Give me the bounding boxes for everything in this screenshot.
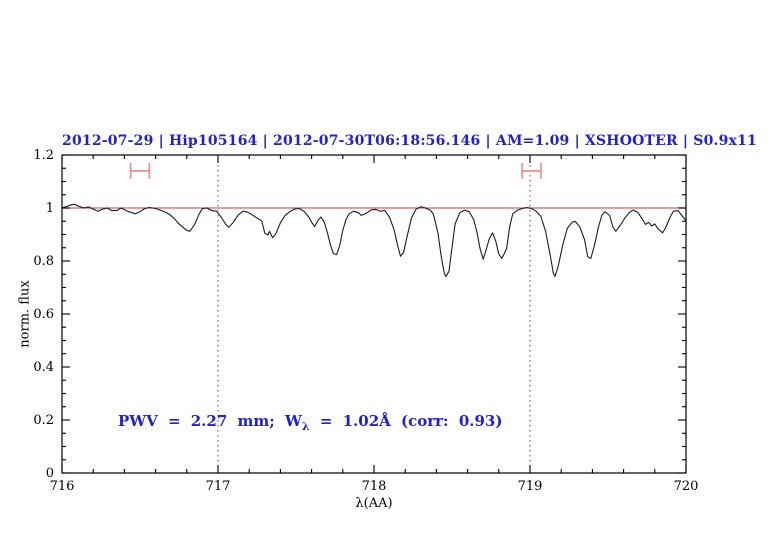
pwv-annotation-prefix: PWV = 2.27 mm; W (118, 412, 302, 430)
x-axis-tick-label: 716 (50, 479, 75, 494)
pwv-annotation-suffix: = 1.02Å (corr: 0.93) (309, 412, 503, 430)
y-axis-tick-label: 1 (46, 201, 54, 216)
y-axis-tick-label: 0 (46, 466, 54, 481)
x-axis-tick-label: 720 (674, 479, 699, 494)
spectrum-line (61, 203, 687, 277)
y-axis-tick-label: 0.2 (33, 413, 54, 428)
plot-title: 2012-07-29 | Hip105164 | 2012-07-30T06:1… (62, 133, 757, 149)
y-axis-tick-label: 0.6 (33, 307, 54, 322)
x-axis-tick-label: 717 (206, 479, 231, 494)
pwv-annotation: PWV = 2.27 mm; Wλ = 1.02Å (corr: 0.93) (118, 412, 502, 433)
x-axis-tick-label: 719 (518, 479, 543, 494)
y-axis-tick-label: 1.2 (33, 148, 54, 163)
x-axis-title: λ(AA) (355, 496, 393, 511)
pwv-annotation-subscript: λ (301, 420, 310, 433)
x-axis-tick-label: 718 (362, 479, 387, 494)
y-axis-tick-label: 0.4 (33, 360, 54, 375)
y-axis-tick-label: 0.8 (33, 254, 54, 269)
